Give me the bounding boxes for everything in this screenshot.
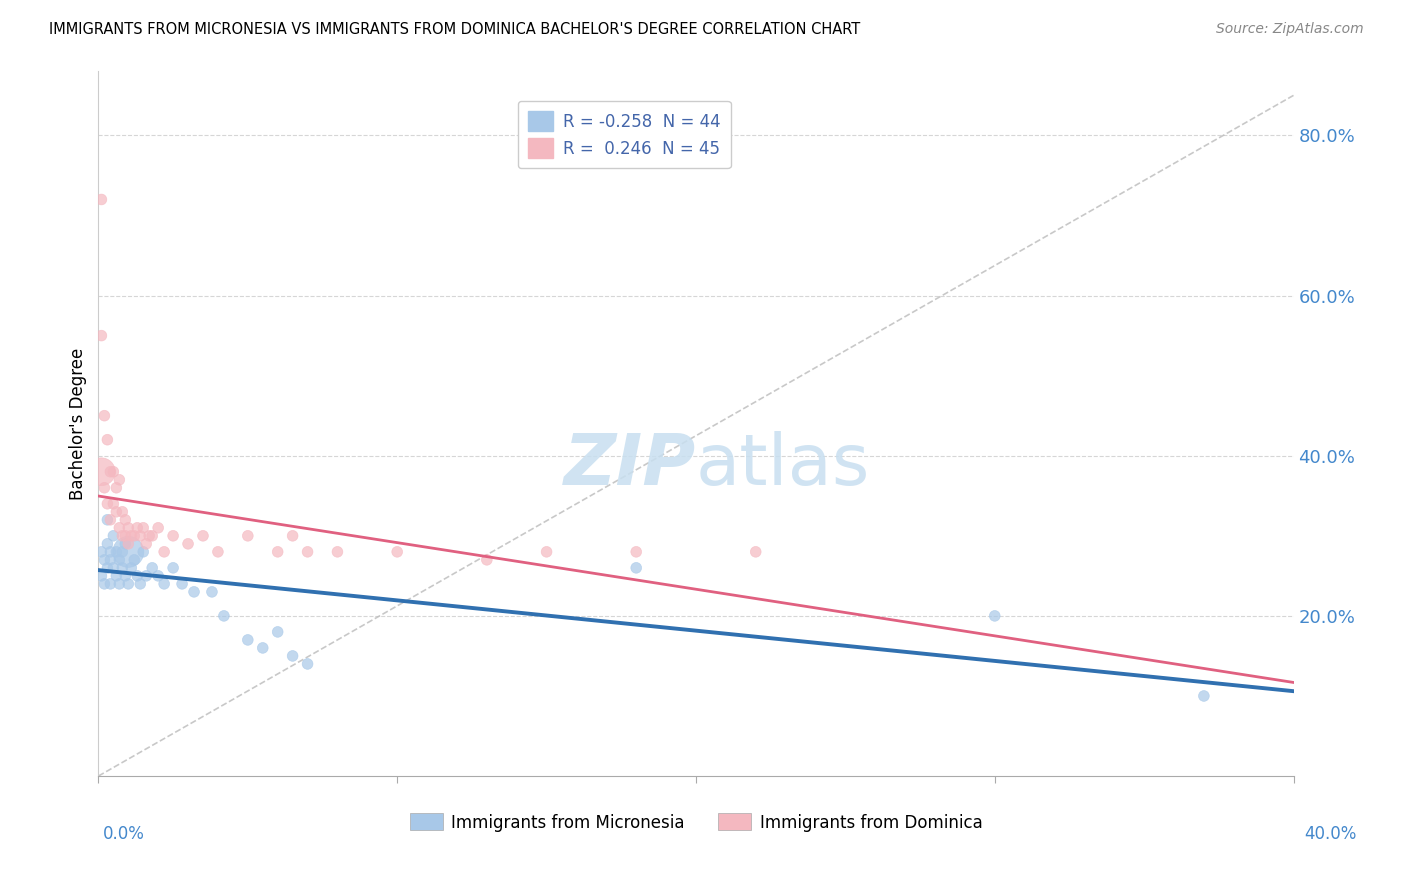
Point	[148, 569, 170, 583]
Text: Source: ZipAtlas.com: Source: ZipAtlas.com	[1216, 22, 1364, 37]
Point	[212, 608, 235, 623]
Point	[183, 585, 205, 599]
Point	[111, 545, 134, 559]
Point	[117, 537, 139, 551]
Point	[385, 545, 409, 559]
Point	[120, 561, 142, 575]
Point	[127, 569, 149, 583]
Point	[297, 545, 319, 559]
Point	[127, 521, 149, 535]
Point	[90, 193, 112, 207]
Point	[984, 608, 1007, 623]
Point	[90, 569, 112, 583]
Point	[267, 545, 290, 559]
Point	[162, 561, 184, 575]
Text: 40.0%: 40.0%	[1305, 825, 1357, 843]
Point	[281, 648, 304, 663]
Point	[745, 545, 768, 559]
Point	[132, 521, 155, 535]
Point	[236, 529, 259, 543]
Y-axis label: Bachelor's Degree: Bachelor's Degree	[69, 348, 87, 500]
Point	[114, 513, 136, 527]
Point	[626, 561, 648, 575]
Text: IMMIGRANTS FROM MICRONESIA VS IMMIGRANTS FROM DOMINICA BACHELOR'S DEGREE CORRELA: IMMIGRANTS FROM MICRONESIA VS IMMIGRANTS…	[49, 22, 860, 37]
Point	[326, 545, 349, 559]
Point	[103, 561, 125, 575]
Point	[105, 481, 128, 495]
Point	[114, 569, 136, 583]
Point	[120, 529, 142, 543]
Point	[297, 657, 319, 671]
Point	[281, 529, 304, 543]
Point	[93, 481, 115, 495]
Point	[132, 545, 155, 559]
Point	[111, 529, 134, 543]
Point	[105, 545, 128, 559]
Text: ZIP: ZIP	[564, 432, 696, 500]
Text: atlas: atlas	[696, 432, 870, 500]
Point	[111, 505, 134, 519]
Point	[96, 537, 118, 551]
Point	[201, 585, 224, 599]
Point	[96, 433, 118, 447]
Point	[267, 624, 290, 639]
Point	[1192, 689, 1215, 703]
Point	[98, 513, 122, 527]
Point	[153, 577, 176, 591]
Point	[98, 553, 122, 567]
Point	[90, 545, 112, 559]
Point	[117, 545, 139, 559]
Point	[191, 529, 214, 543]
Point	[207, 545, 229, 559]
Point	[536, 545, 558, 559]
Point	[141, 561, 163, 575]
Point	[93, 409, 115, 423]
Text: 0.0%: 0.0%	[103, 825, 145, 843]
Point	[252, 640, 274, 655]
Point	[103, 465, 125, 479]
Point	[108, 473, 131, 487]
Point	[135, 569, 157, 583]
Point	[105, 569, 128, 583]
Point	[93, 553, 115, 567]
Point	[108, 577, 131, 591]
Point	[98, 465, 122, 479]
Point	[90, 465, 112, 479]
Point	[96, 561, 118, 575]
Legend: Immigrants from Micronesia, Immigrants from Dominica: Immigrants from Micronesia, Immigrants f…	[404, 806, 988, 838]
Point	[98, 545, 122, 559]
Point	[172, 577, 194, 591]
Point	[96, 497, 118, 511]
Point	[93, 577, 115, 591]
Point	[141, 529, 163, 543]
Point	[129, 529, 152, 543]
Point	[90, 328, 112, 343]
Point	[129, 577, 152, 591]
Point	[153, 545, 176, 559]
Point	[475, 553, 498, 567]
Point	[236, 632, 259, 647]
Point	[177, 537, 200, 551]
Point	[108, 521, 131, 535]
Point	[135, 537, 157, 551]
Point	[108, 553, 131, 567]
Point	[114, 529, 136, 543]
Point	[105, 505, 128, 519]
Point	[111, 561, 134, 575]
Point	[117, 577, 139, 591]
Point	[148, 521, 170, 535]
Point	[626, 545, 648, 559]
Point	[103, 529, 125, 543]
Point	[96, 513, 118, 527]
Point	[138, 529, 160, 543]
Point	[162, 529, 184, 543]
Point	[103, 497, 125, 511]
Point	[124, 529, 146, 543]
Point	[98, 577, 122, 591]
Point	[124, 553, 146, 567]
Point	[117, 521, 139, 535]
Point	[114, 537, 136, 551]
